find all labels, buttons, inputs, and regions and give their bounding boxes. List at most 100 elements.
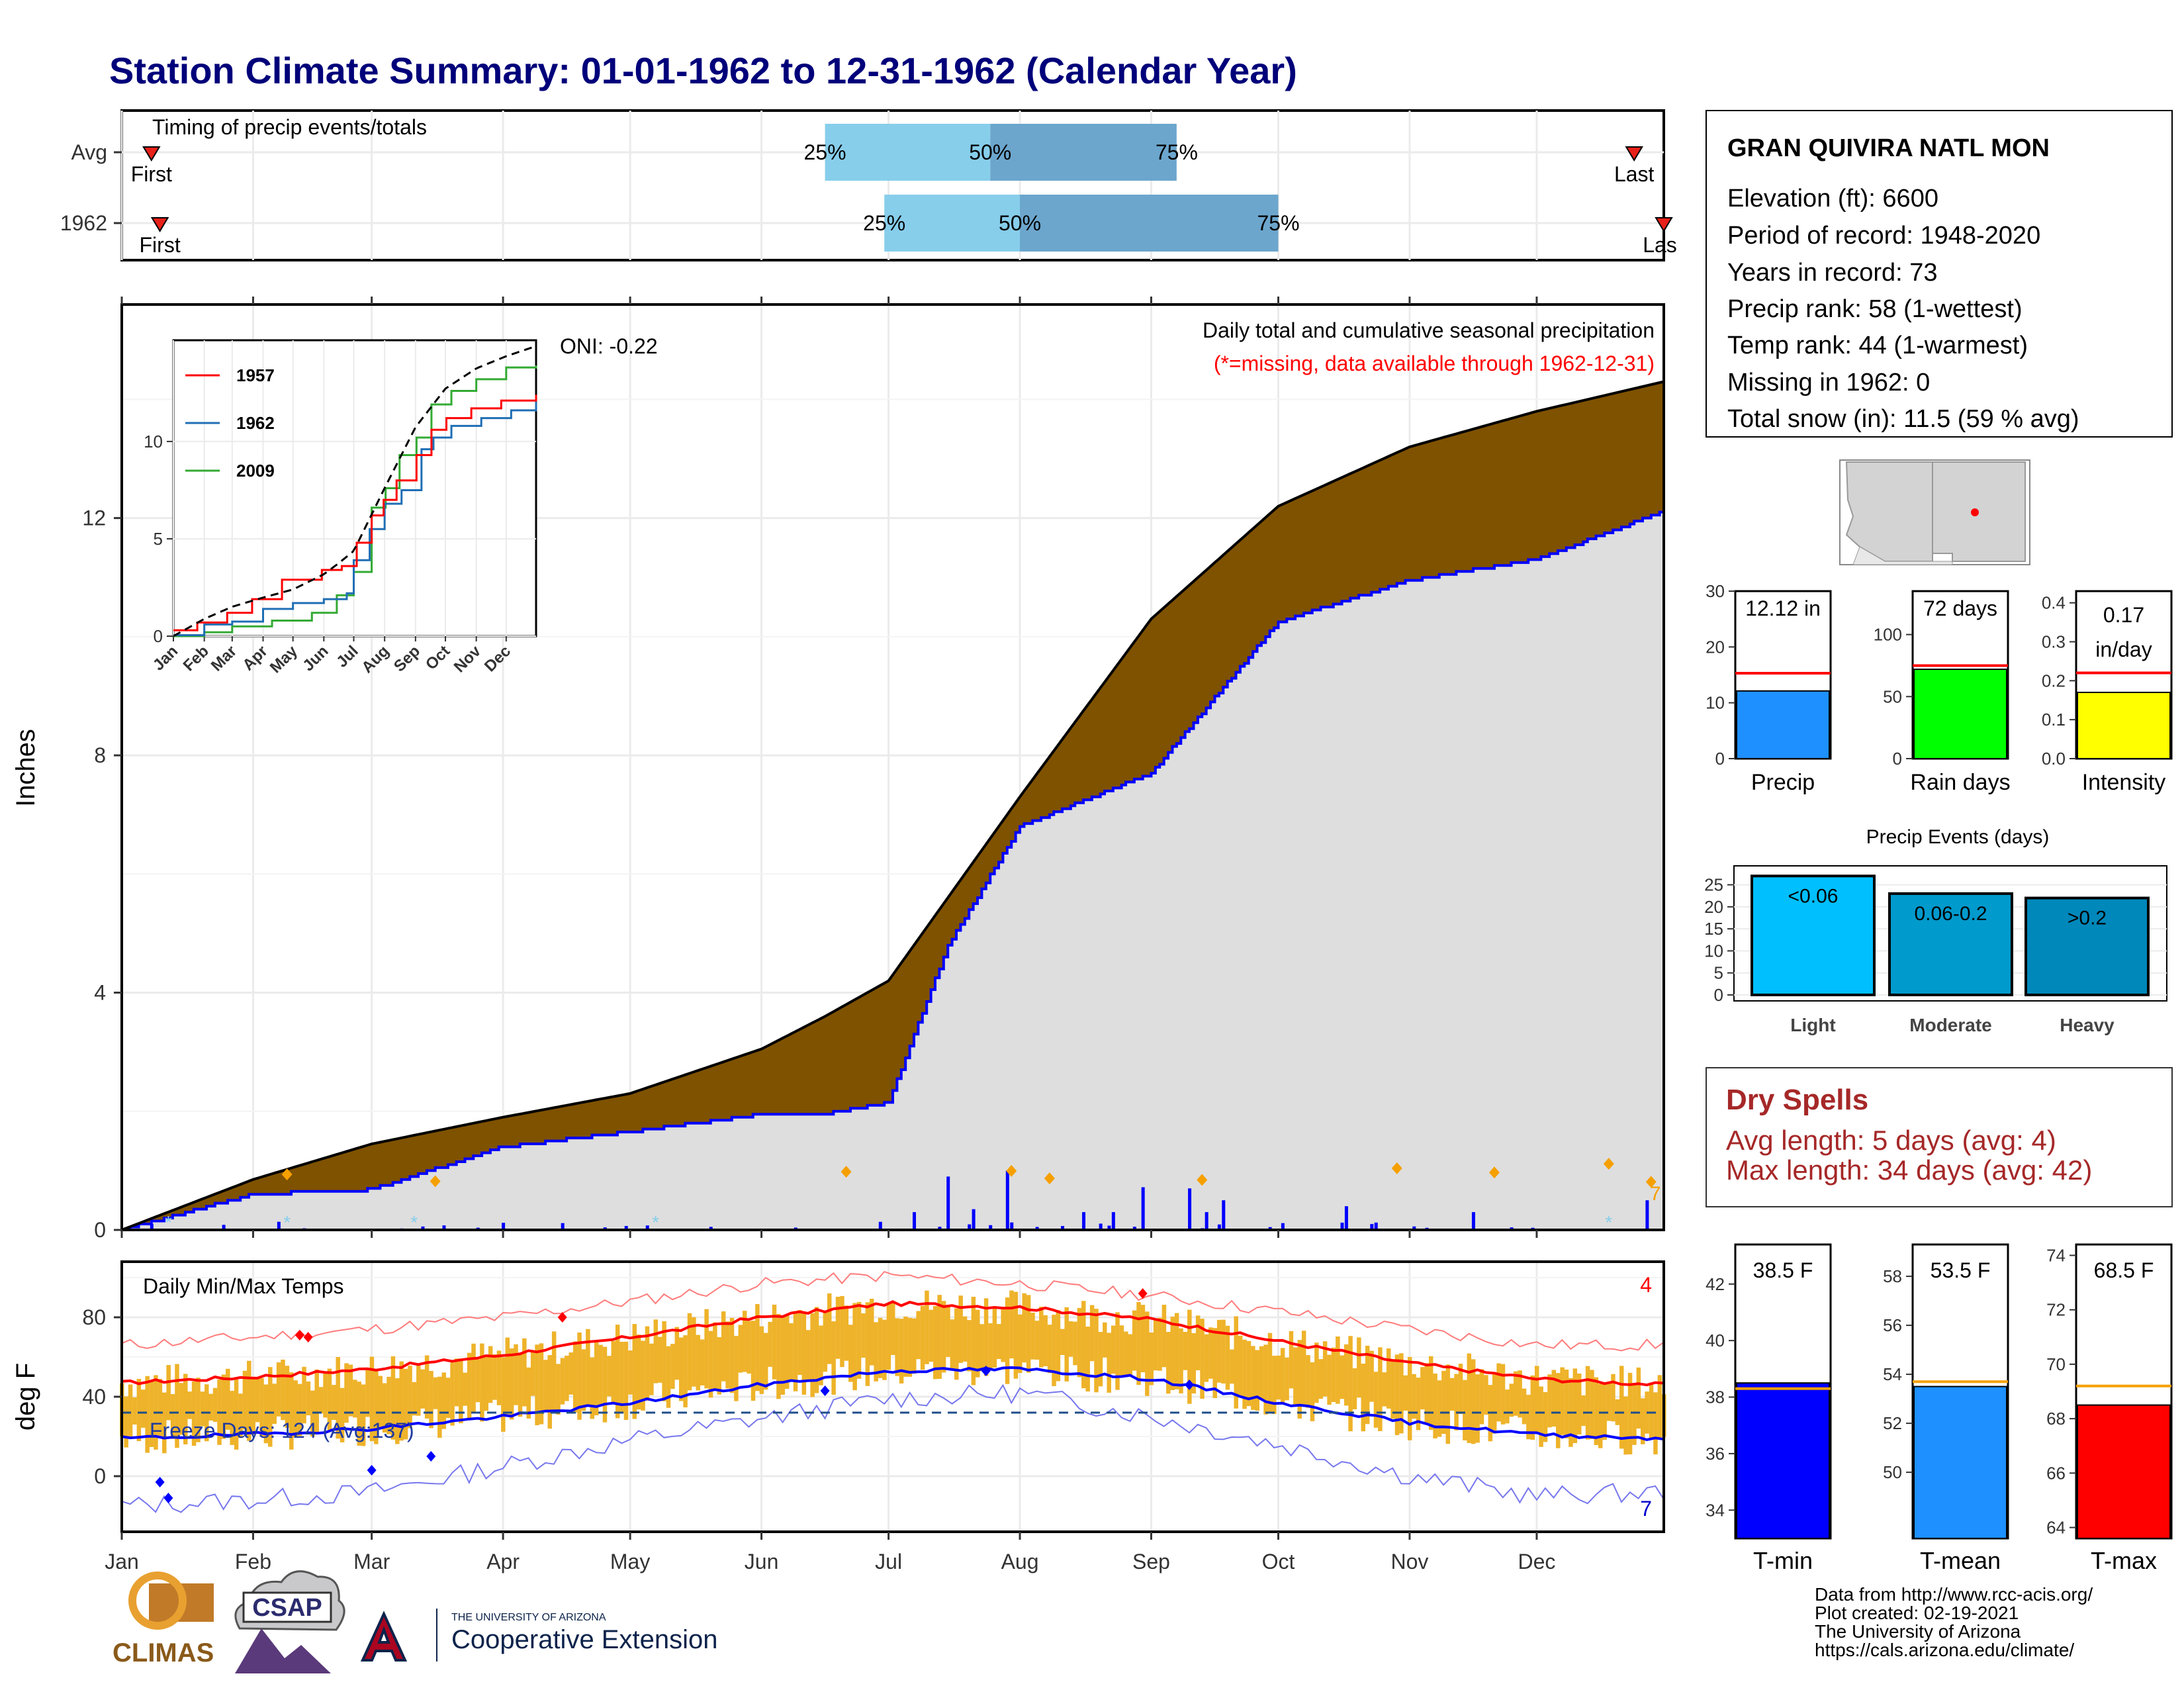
timing-bar-q50-q75	[990, 124, 1177, 181]
inset-y-tick-label: 5	[154, 529, 163, 549]
daily-temp-bar	[1166, 1332, 1171, 1394]
dry-spells-title: Dry Spells	[1726, 1084, 1868, 1116]
daily-temp-bar	[412, 1382, 417, 1416]
daily-temp-bar	[759, 1326, 764, 1394]
daily-temp-bar	[323, 1374, 328, 1418]
normal-max-line	[121, 1300, 1664, 1387]
daily-precip-bar	[1107, 1225, 1111, 1230]
record-low-marker	[426, 1451, 436, 1462]
last-event-marker	[1655, 217, 1673, 232]
daily-temp-bar	[1611, 1374, 1615, 1422]
daily-temp-bar	[1543, 1392, 1548, 1442]
daily-temp-bar	[1115, 1312, 1120, 1390]
station-elevation: Elevation (ft): 6600	[1727, 185, 1938, 212]
daily-temp-bar	[1183, 1331, 1188, 1370]
daily-temp-bar	[874, 1322, 878, 1382]
temp-summary-tick-label: 70	[2046, 1354, 2066, 1374]
daily-temp-bar	[459, 1358, 463, 1424]
daily-precip-bar	[624, 1226, 628, 1230]
events-y-tick-label: 25	[1704, 875, 1723, 895]
daily-temp-bar	[1230, 1349, 1234, 1384]
daily-temp-bar	[390, 1356, 396, 1440]
missing-data-marker: *	[410, 1212, 418, 1233]
legend-label-1962: 1962	[236, 413, 275, 433]
missing-data-marker: *	[283, 1212, 291, 1233]
daily-temp-bar	[1255, 1350, 1259, 1411]
daily-precip-bar	[561, 1223, 565, 1230]
daily-temp-bar	[281, 1359, 285, 1421]
daily-temp-bar	[501, 1357, 506, 1432]
temp-summary-label: T-mean	[1920, 1547, 2001, 1574]
daily-temp-bar	[509, 1348, 514, 1420]
daily-temp-bar	[1187, 1309, 1192, 1404]
daily-temp-bar	[967, 1320, 972, 1372]
csap-logo: CSAP	[234, 1570, 345, 1673]
precip-y-tick-label: 8	[94, 743, 106, 767]
daily-temp-bar	[1009, 1290, 1014, 1359]
record-high-marker	[295, 1330, 304, 1340]
daily-temp-bar	[1428, 1356, 1433, 1430]
daily-temp-bar	[1424, 1363, 1430, 1424]
daily-precip-bar	[1281, 1223, 1285, 1230]
daily-temp-bar	[586, 1329, 590, 1405]
daily-temp-bar	[801, 1313, 807, 1395]
timing-q75-label: 75%	[1257, 211, 1299, 235]
temp-summary-fill	[2077, 1404, 2171, 1540]
record-low-marker	[981, 1366, 991, 1376]
ua-name-small: THE UNIVERSITY OF ARIZONA	[451, 1612, 606, 1623]
daily-temp-bar	[1475, 1374, 1480, 1443]
daily-temp-bar	[645, 1326, 650, 1401]
summary-bar-fill	[1736, 690, 1830, 759]
daily-temp-bar	[1585, 1366, 1590, 1440]
daily-temp-bar	[1322, 1341, 1328, 1397]
year-cumulative-area	[122, 512, 1664, 1231]
daily-temp-bar	[1526, 1395, 1531, 1440]
daily-temp-bar	[565, 1355, 569, 1401]
timing-q25-label: 25%	[863, 211, 905, 235]
daily-temp-bar	[526, 1367, 531, 1419]
temp-y-tick-label: 0	[94, 1464, 106, 1488]
daily-temp-bar	[340, 1387, 345, 1442]
daily-temp-bar	[382, 1383, 387, 1433]
daily-precip-bar	[1082, 1212, 1086, 1230]
timing-bar-q50-q75	[1020, 195, 1279, 252]
daily-temp-bar	[1204, 1334, 1209, 1382]
daily-temp-bar	[657, 1336, 662, 1383]
daily-temp-bar	[1509, 1383, 1514, 1417]
daily-precip-bar	[972, 1209, 976, 1230]
daily-temp-bar	[1056, 1310, 1061, 1382]
daily-temp-bar	[925, 1290, 929, 1364]
events-category-label: Heavy	[2060, 1015, 2115, 1035]
daily-temp-bar	[1420, 1367, 1425, 1410]
daily-record-marker	[1197, 1174, 1208, 1186]
average-cumulative-line	[121, 380, 1664, 1231]
daily-temp-bar	[293, 1380, 298, 1438]
daily-temp-bar	[1094, 1309, 1099, 1393]
footer-credits: Data from http://www.rcc-acis.org/ Plot …	[1815, 1584, 2093, 1660]
station-location-marker	[1971, 508, 1979, 516]
footer-plot-created: Plot created: 02-19-2021	[1815, 1603, 2019, 1623]
daily-temp-bar	[475, 1359, 480, 1403]
daily-temp-bar	[1195, 1315, 1201, 1371]
events-y-tick-label: 0	[1714, 985, 1723, 1005]
summary-bars: 12.12 in 0 10 20 30 Precip 72 days 0 50 100 Rain d…	[1706, 581, 2173, 795]
daily-temp-bar	[607, 1356, 612, 1397]
daily-temp-bar	[1297, 1340, 1302, 1419]
daily-temp-bar	[983, 1298, 989, 1376]
daily-temp-bar	[145, 1376, 150, 1453]
events-title: Precip Events (days)	[1866, 826, 2050, 848]
summary-bar-tick-label: 0.1	[2042, 710, 2066, 729]
daily-temp-bar	[297, 1383, 302, 1436]
missing-data-marker: *	[165, 1212, 172, 1233]
temp-summary-tick-label: 52	[1883, 1413, 1902, 1433]
daily-temp-bar	[128, 1384, 133, 1438]
daily-record-marker	[1645, 1176, 1657, 1188]
daily-temp-bar	[598, 1344, 603, 1406]
timing-title: Timing of precip events/totals	[152, 115, 427, 139]
first-event-label: First	[140, 233, 181, 257]
daily-temp-bar	[344, 1363, 349, 1423]
daily-temp-bar	[784, 1315, 790, 1389]
precip-y-label: Inches	[11, 729, 40, 807]
record-low-marker	[367, 1465, 377, 1476]
daily-temp-bar	[569, 1352, 574, 1395]
